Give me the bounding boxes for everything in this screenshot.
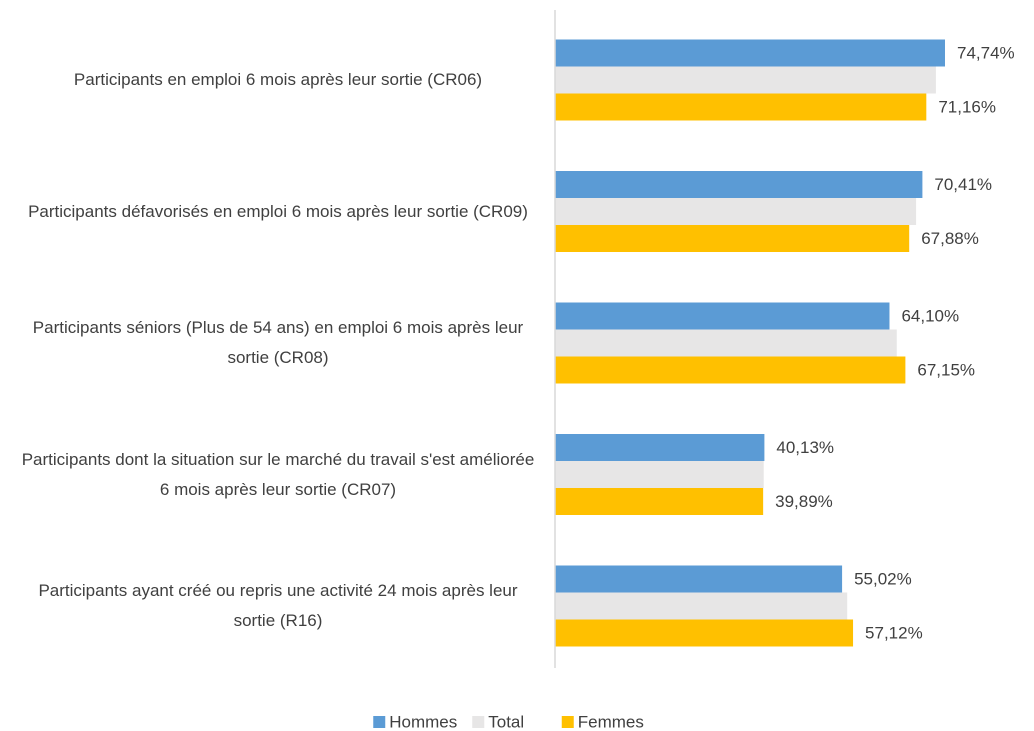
value-label: 57,12%	[865, 623, 923, 642]
value-label: 70,41%	[934, 175, 992, 194]
bar	[555, 461, 764, 488]
legend-label: Total	[488, 712, 524, 731]
bar	[555, 434, 765, 461]
bar	[555, 39, 945, 67]
value-label: 39,89%	[775, 492, 833, 511]
category-label: Participants en emploi 6 mois après leur…	[73, 70, 483, 89]
bar	[555, 565, 843, 593]
category-label: Participants dont la situation sur le ma…	[21, 449, 535, 499]
bar	[555, 225, 910, 252]
value-label: 67,15%	[917, 360, 975, 379]
value-label: 67,88%	[921, 229, 979, 248]
bar	[555, 356, 906, 384]
bar	[555, 302, 890, 330]
bar	[555, 619, 854, 647]
bar	[555, 592, 848, 620]
bar	[555, 488, 764, 515]
bar	[555, 93, 927, 121]
category-label: Participants ayant créé ou repris une ac…	[38, 581, 518, 630]
category-label: Participants défavorisés en emploi 6 moi…	[28, 201, 528, 221]
value-label: 55,02%	[854, 569, 912, 588]
legend-label: Hommes	[389, 712, 457, 731]
value-label: 74,74%	[957, 43, 1015, 62]
bar	[555, 198, 917, 225]
legend-swatch	[373, 716, 386, 728]
value-label: 64,10%	[901, 306, 959, 325]
value-label: 71,16%	[938, 97, 996, 116]
bar	[555, 171, 923, 198]
legend-swatch	[472, 716, 485, 728]
legend-swatch	[561, 716, 574, 728]
category-label: Participants séniors (Plus de 54 ans) en…	[32, 318, 524, 367]
value-label: 40,13%	[776, 438, 834, 457]
bar	[555, 66, 936, 94]
bar	[555, 329, 897, 357]
legend-label: Femmes	[578, 712, 644, 731]
